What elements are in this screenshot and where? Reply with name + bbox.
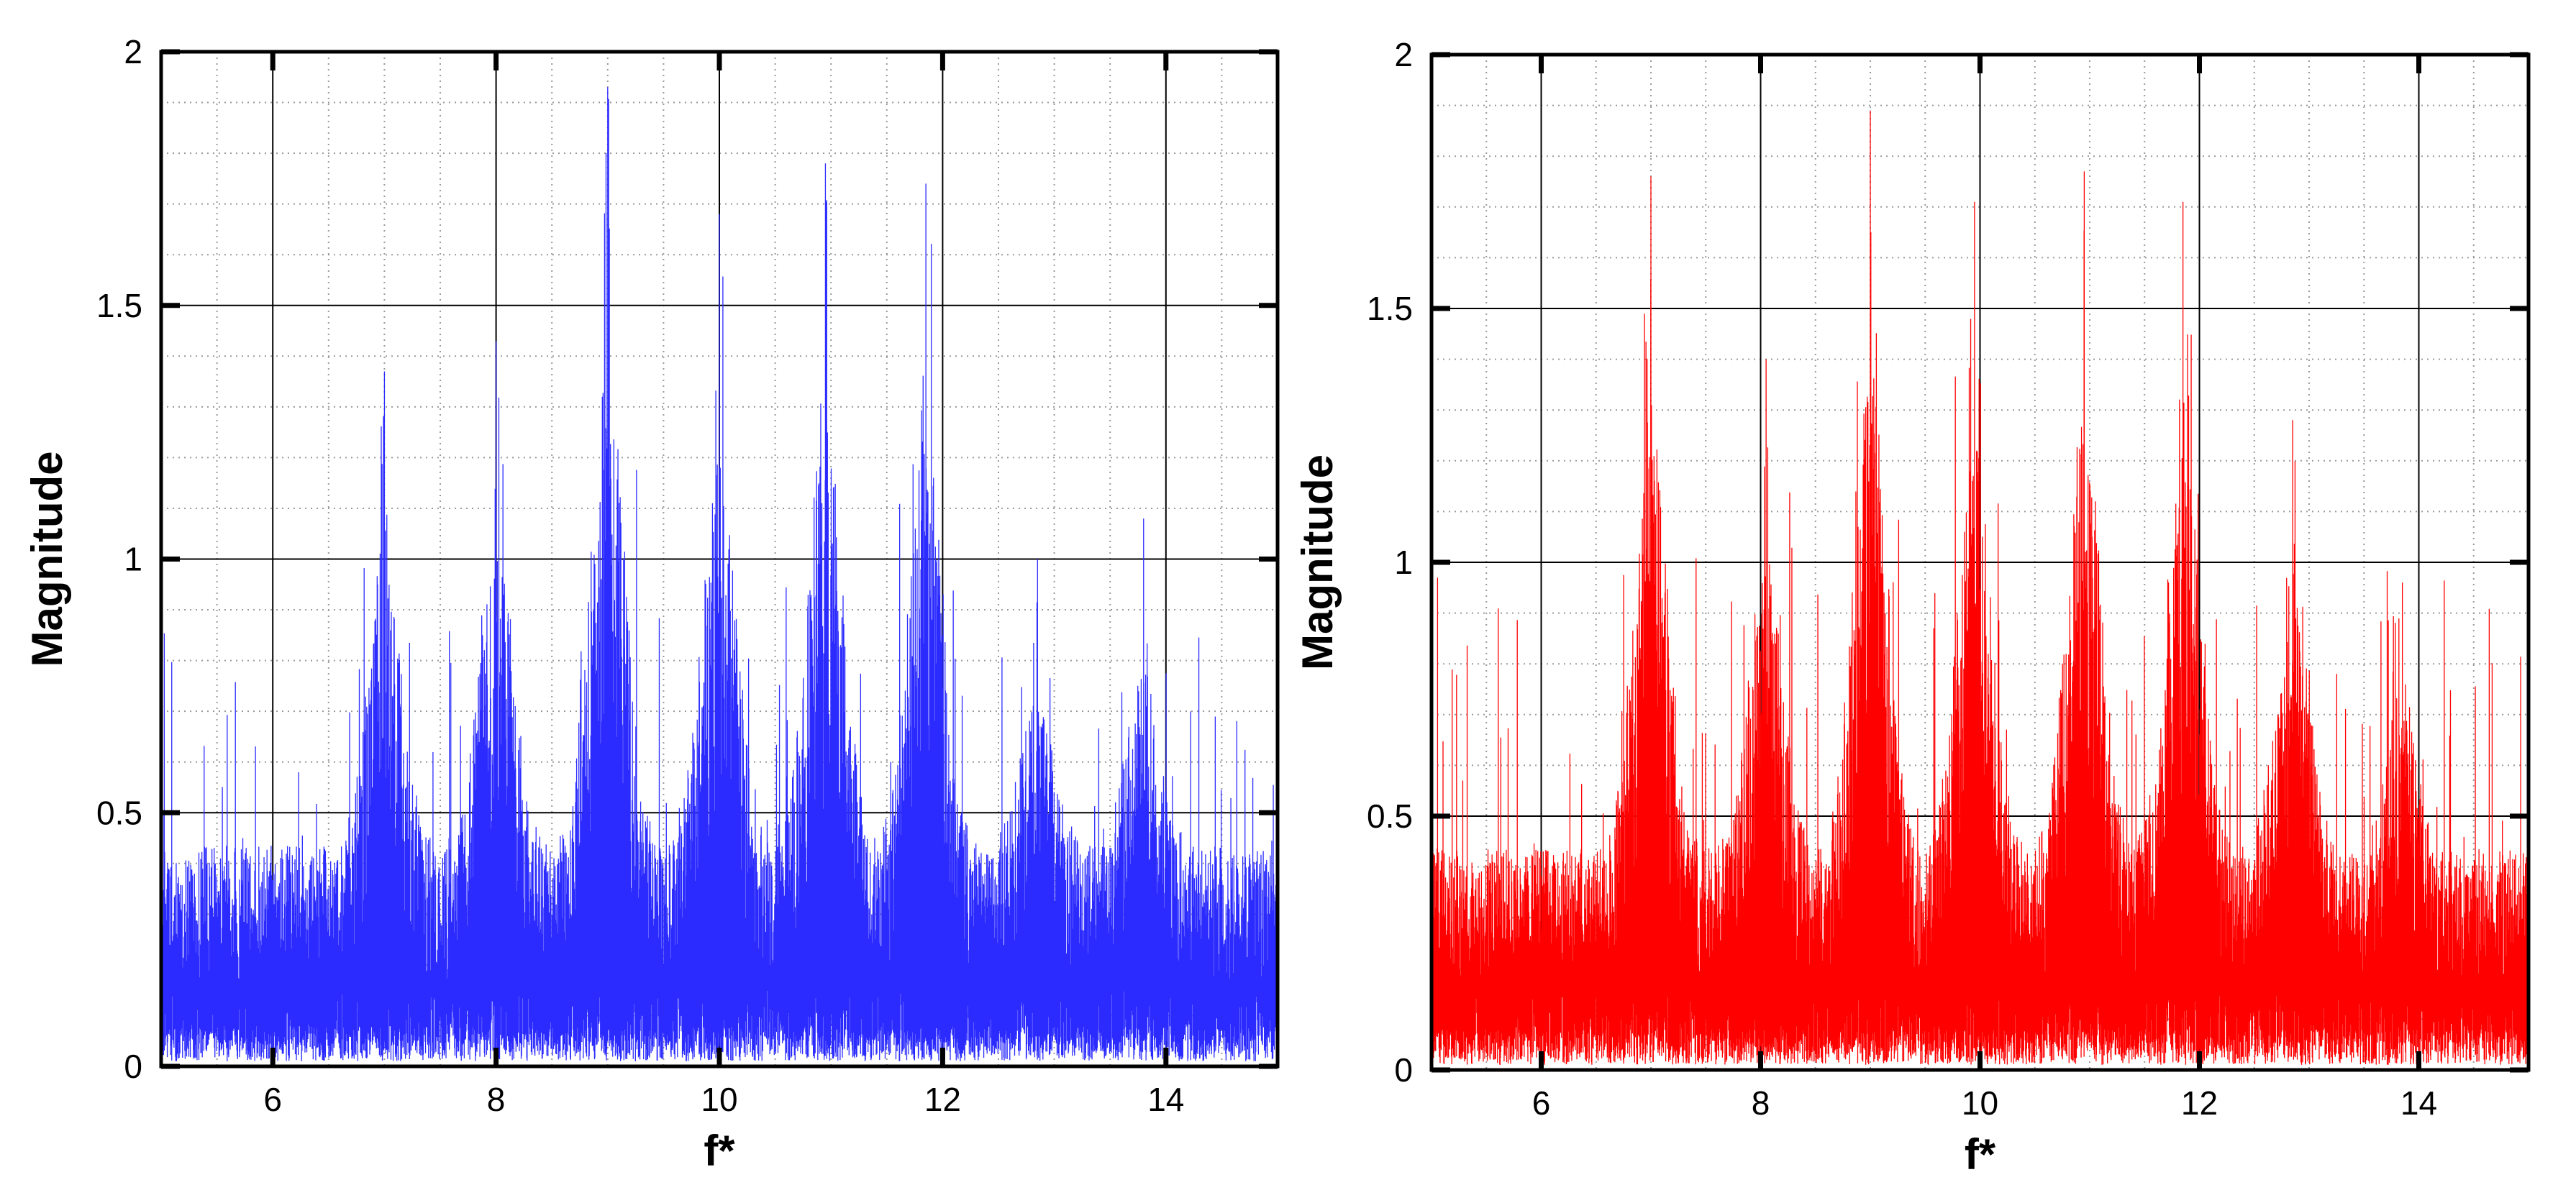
y-tick-label: 2 (1394, 36, 1413, 73)
tick-marks (1432, 52, 2529, 1073)
chart-panel-left: 6 8 10 12 14 0 0.5 1 1.5 2 f* Magnitude (23, 33, 1280, 1175)
x-tick-label: 12 (924, 1081, 961, 1118)
x-tick-label: 10 (701, 1081, 737, 1118)
chart-panel-right: 6 8 10 12 14 0 0.5 1 1.5 2 f* Magnitude (1293, 36, 2531, 1179)
y-tick-label: 1 (124, 541, 142, 578)
y-axis-title: Magnitude (1293, 454, 1342, 670)
y-tick-label: 0 (124, 1048, 142, 1085)
y-tick-label: 0.5 (1367, 797, 1413, 835)
y-tick-label: 2 (124, 33, 142, 70)
spectrum-series (160, 87, 1278, 1061)
x-tick-labels: 6 8 10 12 14 (263, 1081, 1184, 1118)
y-tick-labels: 0 0.5 1 1.5 2 (96, 33, 142, 1085)
x-tick-label: 6 (263, 1081, 282, 1118)
x-axis-title: f* (704, 1127, 735, 1175)
y-tick-label: 1 (1394, 544, 1413, 581)
y-tick-label: 1.5 (96, 287, 142, 324)
x-tick-label: 8 (487, 1081, 506, 1118)
x-tick-label: 14 (2400, 1084, 2437, 1122)
x-tick-labels: 6 8 10 12 14 (1532, 1084, 2437, 1122)
tick-marks (161, 49, 1278, 1069)
y-tick-label: 0 (1394, 1051, 1413, 1089)
x-tick-label: 6 (1532, 1084, 1551, 1122)
x-tick-label: 14 (1147, 1081, 1184, 1118)
y-tick-labels: 0 0.5 1 1.5 2 (1367, 36, 1413, 1089)
x-axis-title: f* (1965, 1130, 1996, 1179)
y-axis-title: Magnitude (23, 452, 71, 667)
x-tick-label: 10 (1962, 1084, 1998, 1122)
y-tick-label: 0.5 (96, 794, 142, 831)
x-tick-label: 8 (1752, 1084, 1770, 1122)
x-tick-label: 12 (2181, 1084, 2218, 1122)
spectrum-line (160, 87, 1278, 1061)
y-tick-label: 1.5 (1367, 290, 1413, 327)
